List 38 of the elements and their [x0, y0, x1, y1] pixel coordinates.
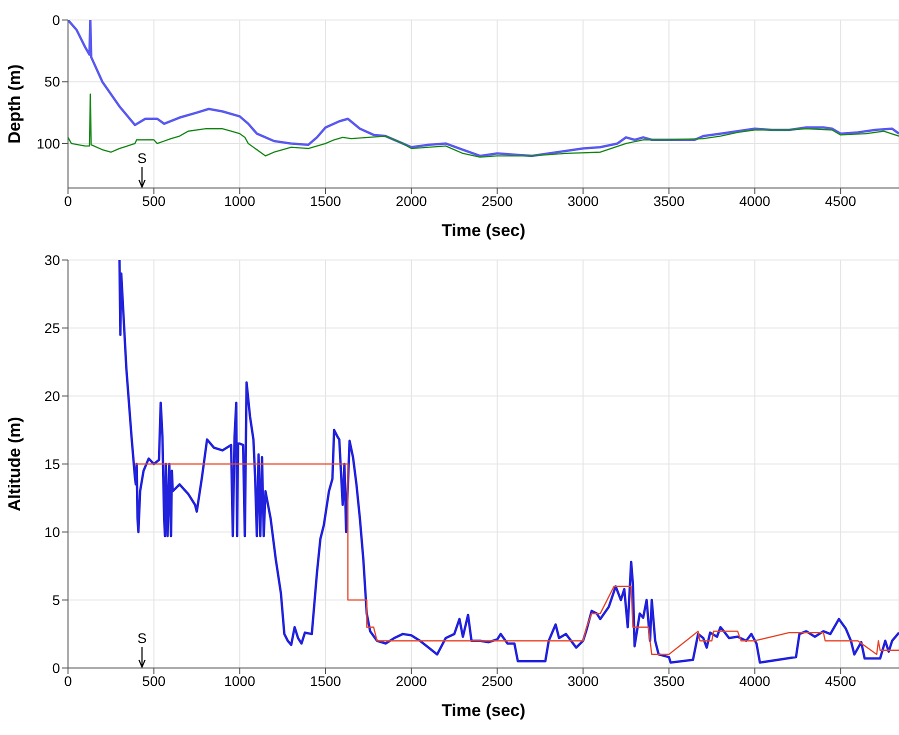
y-axis-title: Depth (m) [5, 64, 24, 144]
x-axis-title: Time (sec) [442, 701, 526, 720]
y-tick-label: 10 [44, 524, 60, 540]
x-tick-label: 1000 [224, 192, 256, 209]
line-series [134, 463, 899, 656]
x-tick-label: 0 [64, 192, 72, 209]
x-tick-label: 0 [64, 672, 72, 689]
y-tick-label: 0 [52, 12, 60, 28]
y-tick-label: 15 [44, 456, 60, 472]
x-tick-label: 1500 [310, 192, 342, 209]
x-tick-label: 3000 [568, 672, 599, 689]
x-tick-label: 1500 [310, 672, 342, 689]
x-tick-label: 500 [142, 192, 166, 209]
x-tick-label: 2000 [396, 192, 428, 209]
y-tick-label: 20 [44, 388, 60, 404]
x-tick-label: 4000 [739, 192, 771, 209]
annotation: S [137, 150, 147, 166]
x-tick-label: 4500 [825, 192, 856, 209]
x-tick-label: 500 [142, 672, 166, 689]
line-series [118, 260, 899, 664]
x-tick-label: 3500 [653, 192, 685, 209]
y-axis-title: Altitude (m) [5, 416, 24, 512]
x-tick-label: 2500 [482, 192, 514, 209]
x-tick-label: 4000 [739, 672, 771, 689]
y-tick-label: 5 [52, 592, 60, 608]
x-axis-title: Time (sec) [442, 221, 526, 240]
x-tick-label: 3000 [568, 192, 599, 209]
annotation: S [137, 630, 147, 646]
x-tick-label: 2000 [396, 672, 428, 689]
x-tick-label: 4500 [825, 672, 856, 689]
x-tick-label: 3500 [653, 672, 685, 689]
y-tick-label: 100 [36, 136, 60, 152]
y-tick-label: 25 [44, 320, 60, 336]
x-tick-label: 1000 [224, 672, 256, 689]
x-tick-label: 2500 [482, 672, 514, 689]
y-tick-label: 30 [44, 252, 60, 268]
y-tick-label: 50 [44, 74, 60, 90]
y-tick-label: 0 [52, 660, 60, 676]
